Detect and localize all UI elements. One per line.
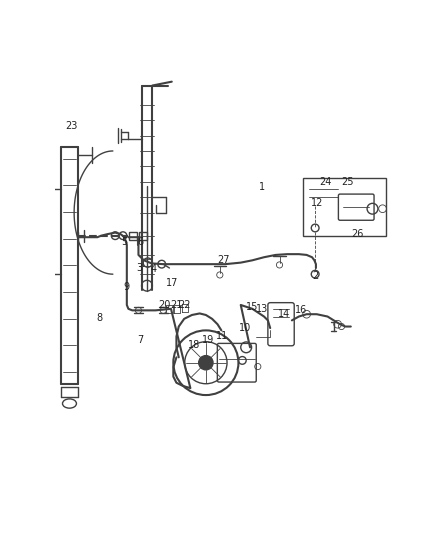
Text: 10: 10 [239, 323, 251, 333]
Text: 13: 13 [256, 304, 268, 314]
Text: 22: 22 [179, 300, 191, 310]
Text: 4: 4 [150, 264, 156, 274]
Text: 24: 24 [319, 177, 332, 187]
Text: 1: 1 [259, 182, 265, 192]
Text: 21: 21 [170, 300, 183, 310]
Text: 20: 20 [159, 300, 171, 310]
Text: 2: 2 [312, 271, 318, 281]
Text: 15: 15 [246, 302, 258, 312]
Text: 7: 7 [137, 335, 143, 345]
Bar [139, 232, 147, 239]
Bar [303, 178, 386, 236]
Text: 27: 27 [217, 255, 230, 265]
Bar [129, 232, 137, 239]
Text: 6: 6 [137, 237, 143, 247]
Text: 5: 5 [121, 237, 127, 247]
Text: 17: 17 [166, 278, 179, 288]
Text: 9: 9 [123, 282, 129, 292]
Text: 19: 19 [202, 335, 214, 345]
Text: 16: 16 [295, 304, 307, 314]
Text: 25: 25 [342, 177, 354, 187]
Text: 23: 23 [66, 122, 78, 131]
Text: 3: 3 [136, 263, 142, 273]
Circle shape [199, 356, 213, 370]
Text: 12: 12 [311, 198, 323, 207]
Text: 26: 26 [351, 229, 363, 239]
Text: 18: 18 [188, 340, 200, 350]
Text: 8: 8 [97, 313, 103, 323]
Text: 14: 14 [278, 309, 290, 319]
Text: 11: 11 [216, 331, 228, 341]
